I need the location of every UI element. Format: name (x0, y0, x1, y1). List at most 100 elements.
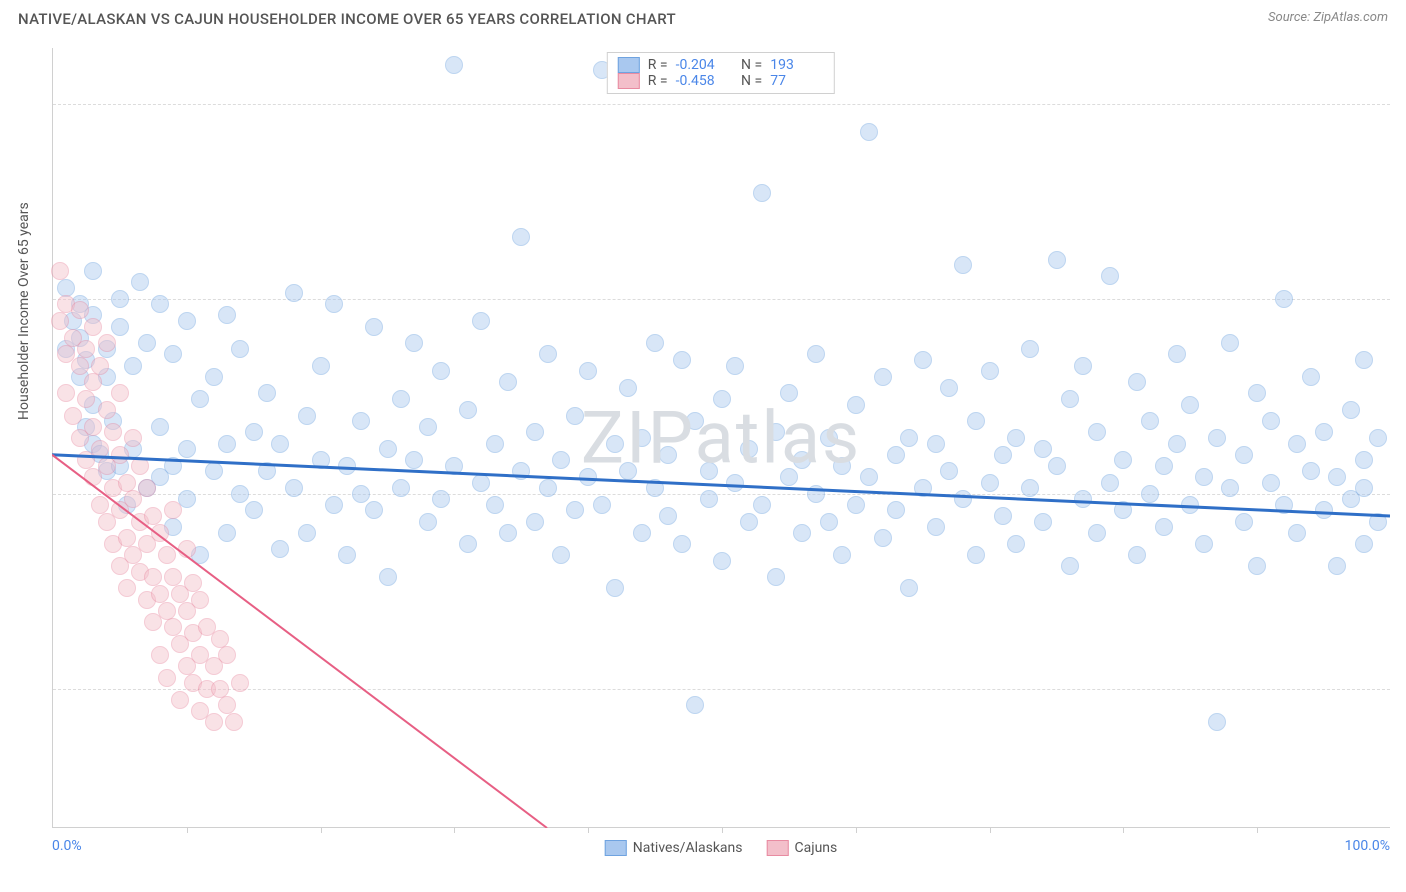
data-point (298, 524, 316, 542)
data-point (780, 384, 798, 402)
data-point (144, 568, 162, 586)
data-point (1208, 713, 1226, 731)
data-point (1262, 412, 1280, 430)
x-axis-max: 100.0% (1345, 838, 1390, 854)
data-point (1355, 535, 1373, 553)
data-point (981, 362, 999, 380)
data-point (1101, 267, 1119, 285)
data-point (218, 646, 236, 664)
data-point (753, 496, 771, 514)
data-point (459, 535, 477, 553)
data-point (352, 485, 370, 503)
data-point (1034, 440, 1052, 458)
legend-item: Natives/Alaskans (605, 840, 743, 856)
data-point (144, 507, 162, 525)
data-point (726, 357, 744, 375)
data-point (1248, 557, 1266, 575)
data-point (178, 312, 196, 330)
data-point (285, 284, 303, 302)
x-tick (1123, 827, 1124, 833)
correlation-legend: R = -0.204 N = 193R = -0.458 N = 77 (607, 52, 835, 94)
legend-item: Cajuns (767, 840, 838, 856)
data-point (1128, 373, 1146, 391)
data-point (1048, 457, 1066, 475)
data-point (927, 518, 945, 536)
data-point (1195, 535, 1213, 553)
data-point (84, 418, 102, 436)
data-point (258, 384, 276, 402)
data-point (659, 446, 677, 464)
data-point (218, 696, 236, 714)
data-point (1369, 513, 1387, 531)
data-point (566, 501, 584, 519)
data-point (71, 301, 89, 319)
data-point (1221, 479, 1239, 497)
data-point (285, 479, 303, 497)
data-point (231, 340, 249, 358)
data-point (211, 680, 229, 698)
data-point (927, 435, 945, 453)
data-point (713, 390, 731, 408)
data-point (158, 546, 176, 564)
data-point (954, 256, 972, 274)
series-legend: Natives/Alaskans Cajuns (605, 840, 838, 856)
data-point (258, 462, 276, 480)
data-point (164, 345, 182, 363)
data-point (619, 379, 637, 397)
data-point (1328, 468, 1346, 486)
y-tick-label: $27,500 (1394, 681, 1406, 697)
data-point (1235, 446, 1253, 464)
data-point (914, 351, 932, 369)
legend-row: R = -0.458 N = 77 (618, 73, 824, 89)
data-point (1369, 429, 1387, 447)
data-point (432, 362, 450, 380)
data-point (579, 362, 597, 380)
data-point (900, 429, 918, 447)
data-point (151, 585, 169, 603)
data-point (1168, 435, 1186, 453)
data-point (338, 546, 356, 564)
data-point (325, 295, 343, 313)
data-point (312, 357, 330, 375)
data-point (164, 501, 182, 519)
data-point (104, 423, 122, 441)
data-point (245, 423, 263, 441)
data-point (1021, 340, 1039, 358)
data-point (566, 407, 584, 425)
data-point (419, 418, 437, 436)
data-point (405, 451, 423, 469)
data-point (753, 184, 771, 202)
data-point (860, 123, 878, 141)
data-point (111, 290, 129, 308)
data-point (994, 446, 1012, 464)
data-point (1302, 368, 1320, 386)
data-point (606, 435, 624, 453)
data-point (205, 713, 223, 731)
data-point (164, 568, 182, 586)
data-point (205, 368, 223, 386)
data-point (1235, 513, 1253, 531)
data-point (673, 351, 691, 369)
data-point (1288, 524, 1306, 542)
data-point (225, 713, 243, 731)
data-point (218, 524, 236, 542)
data-point (499, 373, 517, 391)
chart-header: NATIVE/ALASKAN VS CAJUN HOUSEHOLDER INCO… (0, 0, 1406, 34)
data-point (740, 513, 758, 531)
x-tick (856, 827, 857, 833)
data-point (271, 435, 289, 453)
gridline-h (53, 299, 1390, 300)
data-point (1155, 518, 1173, 536)
data-point (379, 440, 397, 458)
data-point (713, 552, 731, 570)
data-point (1048, 251, 1066, 269)
data-point (231, 674, 249, 692)
data-point (940, 379, 958, 397)
data-point (833, 457, 851, 475)
data-point (1181, 496, 1199, 514)
data-point (111, 446, 129, 464)
data-point (887, 501, 905, 519)
data-point (833, 546, 851, 564)
y-tick-label: $45,000 (1394, 486, 1406, 502)
data-point (793, 524, 811, 542)
